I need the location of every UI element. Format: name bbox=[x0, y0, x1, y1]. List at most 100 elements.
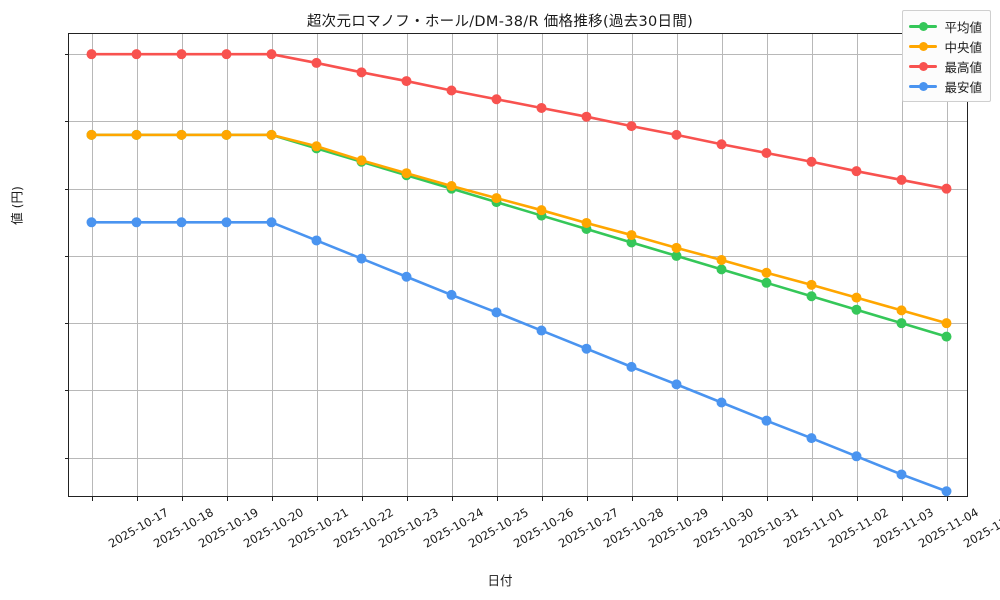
data-point bbox=[941, 183, 952, 194]
legend-item-平均値[interactable]: 平均値 bbox=[909, 16, 982, 36]
data-point bbox=[311, 235, 322, 246]
legend-label: 最安値 bbox=[944, 79, 982, 95]
data-point bbox=[446, 180, 457, 191]
legend-swatch-icon bbox=[909, 79, 938, 93]
x-axis-label: 日付 bbox=[487, 573, 513, 588]
x-gridline bbox=[451, 34, 453, 496]
data-point bbox=[716, 139, 727, 150]
x-gridline bbox=[901, 34, 903, 496]
y-tick-mark bbox=[64, 121, 69, 123]
data-point bbox=[131, 129, 142, 140]
chart-legend: 平均値 中央値 最高値最安値 bbox=[902, 10, 991, 102]
x-gridline bbox=[316, 34, 318, 496]
data-point bbox=[131, 49, 142, 60]
data-point bbox=[356, 67, 367, 78]
y-gridline bbox=[69, 188, 967, 190]
x-gridline bbox=[541, 34, 543, 496]
x-tick-mark bbox=[766, 496, 768, 501]
x-tick-mark bbox=[676, 496, 678, 501]
data-point bbox=[86, 49, 97, 60]
data-point bbox=[536, 325, 547, 336]
plot-area: 5060708090100110 bbox=[64, 33, 968, 501]
data-point bbox=[896, 469, 907, 480]
data-point bbox=[356, 253, 367, 264]
series-line bbox=[90, 133, 948, 325]
data-point bbox=[806, 433, 817, 444]
x-gridline bbox=[676, 34, 678, 496]
data-point bbox=[851, 166, 862, 177]
x-tick-mark bbox=[451, 496, 453, 501]
data-point bbox=[536, 102, 547, 113]
data-point bbox=[266, 49, 277, 60]
data-point bbox=[941, 331, 952, 342]
x-tick-mark bbox=[271, 496, 273, 501]
y-gridline bbox=[69, 54, 967, 56]
data-point bbox=[896, 174, 907, 185]
data-point bbox=[311, 141, 322, 152]
x-gridline bbox=[271, 34, 273, 496]
y-tick-mark bbox=[64, 323, 69, 325]
x-tick-mark bbox=[901, 496, 903, 501]
x-tick-mark bbox=[946, 496, 948, 501]
legend-item-最安値[interactable]: 最安値 bbox=[909, 76, 982, 96]
data-point bbox=[176, 129, 187, 140]
data-point bbox=[851, 451, 862, 462]
chart-title: 超次元ロマノフ・ホール/DM-38/R 価格推移(過去30日間) bbox=[306, 14, 694, 30]
y-tick-mark bbox=[64, 390, 69, 392]
data-point bbox=[401, 271, 412, 282]
series-line bbox=[90, 220, 948, 493]
x-tick-mark bbox=[586, 496, 588, 501]
data-point bbox=[671, 242, 682, 253]
data-point bbox=[761, 148, 772, 159]
legend-item-中央値[interactable]: 中央値 bbox=[909, 36, 982, 56]
legend-swatch-icon bbox=[909, 39, 938, 53]
data-point bbox=[86, 217, 97, 228]
data-point bbox=[716, 254, 727, 265]
x-gridline bbox=[856, 34, 858, 496]
data-point bbox=[716, 397, 727, 408]
x-gridline bbox=[766, 34, 768, 496]
legend-marker-dot bbox=[919, 61, 929, 71]
legend-marker-dot bbox=[919, 81, 929, 91]
y-axis-label: 値 (円) bbox=[9, 186, 25, 225]
y-gridline bbox=[69, 323, 967, 325]
x-tick-mark bbox=[226, 496, 228, 501]
x-tick-mark bbox=[91, 496, 93, 501]
data-point bbox=[446, 85, 457, 96]
data-point bbox=[491, 307, 502, 318]
data-point bbox=[86, 129, 97, 140]
y-gridline bbox=[69, 390, 967, 392]
data-point bbox=[851, 304, 862, 315]
legend-item-最高値[interactable]: 最高値 bbox=[909, 56, 982, 76]
x-gridline bbox=[361, 34, 363, 496]
y-tick-mark bbox=[64, 188, 69, 190]
legend-swatch-icon bbox=[909, 19, 938, 33]
data-point bbox=[806, 279, 817, 290]
y-tick-mark bbox=[64, 255, 69, 257]
data-point bbox=[221, 129, 232, 140]
x-gridline bbox=[946, 34, 948, 496]
x-gridline bbox=[136, 34, 138, 496]
data-point bbox=[941, 318, 952, 329]
data-point bbox=[896, 305, 907, 316]
x-tick-mark bbox=[316, 496, 318, 501]
x-gridline bbox=[586, 34, 588, 496]
series-最高値 bbox=[86, 49, 952, 194]
data-point bbox=[131, 217, 142, 228]
series-line bbox=[90, 52, 948, 190]
data-point bbox=[761, 415, 772, 426]
data-point bbox=[401, 168, 412, 179]
data-point bbox=[671, 129, 682, 140]
data-point bbox=[671, 379, 682, 390]
y-gridline bbox=[69, 255, 967, 257]
y-gridline bbox=[69, 121, 967, 123]
data-point bbox=[806, 291, 817, 302]
y-tick-mark bbox=[64, 54, 69, 56]
data-point bbox=[626, 230, 637, 241]
data-point bbox=[266, 217, 277, 228]
data-point bbox=[626, 237, 637, 248]
data-point bbox=[311, 57, 322, 68]
data-point bbox=[716, 264, 727, 275]
data-point bbox=[356, 155, 367, 166]
